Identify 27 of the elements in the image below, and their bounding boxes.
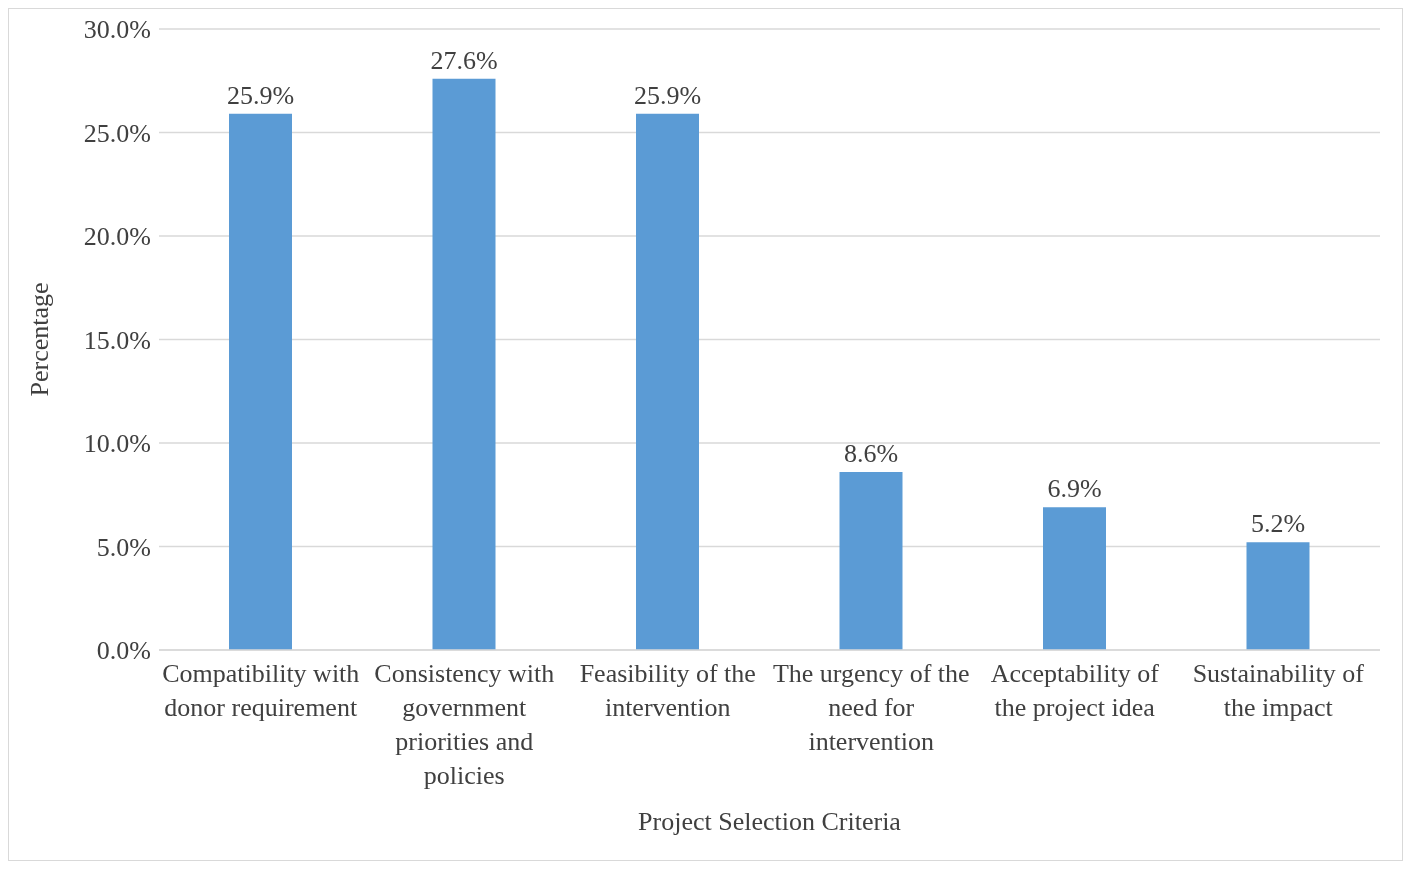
data-label: 27.6% xyxy=(430,45,498,75)
x-axis-title: Project Selection Criteria xyxy=(638,807,902,836)
data-label: 25.9% xyxy=(226,80,295,110)
x-tick-label: Consistency with government priorities and policies xyxy=(374,659,555,790)
bar xyxy=(1246,542,1310,650)
data-label: 5.2% xyxy=(1250,509,1306,539)
bar xyxy=(839,471,903,650)
bar xyxy=(1043,507,1106,650)
bar xyxy=(636,113,699,650)
y-tick-label: 5.0% xyxy=(96,532,151,562)
bar xyxy=(229,113,292,650)
data-label: 25.9% xyxy=(633,80,702,110)
x-tick-label: Sustainability of the impact xyxy=(1192,659,1365,722)
y-tick-label: 0.0% xyxy=(96,636,151,666)
data-label: 6.9% xyxy=(1047,474,1102,504)
y-axis-title: Percentage xyxy=(25,282,55,397)
y-tick-label: 10.0% xyxy=(83,429,151,459)
y-tick-label: 25.0% xyxy=(83,118,151,148)
x-tick-label: Feasibility of the intervention xyxy=(579,659,756,722)
bar xyxy=(432,78,496,650)
y-tick-label: 30.0% xyxy=(83,15,151,45)
x-tick-label: Acceptability of the project idea xyxy=(990,659,1160,722)
x-tick-label: The urgency of the need for intervention xyxy=(772,659,970,756)
y-tick-label: 15.0% xyxy=(83,325,151,355)
x-tick-label: Compatibility with donor requirement xyxy=(162,659,360,722)
y-tick-label: 20.0% xyxy=(83,222,151,252)
data-label: 8.6% xyxy=(843,438,899,468)
